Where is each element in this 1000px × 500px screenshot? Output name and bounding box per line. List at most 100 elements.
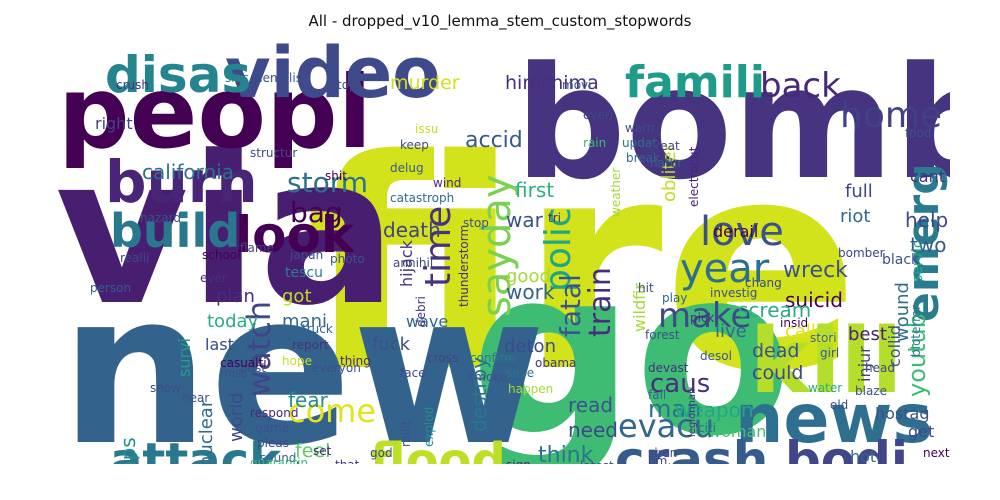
word-tri: tri bbox=[548, 211, 561, 225]
word-servic: servic bbox=[910, 240, 926, 282]
word-train: train bbox=[583, 267, 618, 337]
word-old: old bbox=[830, 398, 848, 412]
word-hijack: hijack bbox=[397, 239, 416, 287]
word-last: last bbox=[205, 335, 234, 354]
word-thing: thing bbox=[340, 354, 371, 368]
word-get: get bbox=[908, 422, 934, 441]
word-truck: truck bbox=[302, 322, 333, 336]
word-weapon: weapon bbox=[675, 398, 754, 422]
word-survi: survi bbox=[175, 338, 194, 377]
word-bomb: bomb bbox=[515, 37, 950, 214]
word-japan: japan bbox=[289, 248, 323, 262]
word-post: post bbox=[240, 361, 266, 375]
word-school: school bbox=[202, 248, 240, 262]
word-pleas: pleas bbox=[257, 436, 289, 450]
word-sinc: sinc bbox=[225, 71, 249, 85]
word-investig: investig bbox=[710, 286, 757, 300]
word-respond: respond bbox=[250, 406, 299, 420]
word-murder: murder bbox=[390, 72, 460, 94]
word-black: black bbox=[882, 252, 920, 268]
word-quarantin: quarantin bbox=[250, 456, 308, 464]
word-wildfir: wildfir bbox=[630, 283, 649, 332]
word-girl: girl bbox=[820, 346, 839, 360]
word-legionnair: legionnair bbox=[687, 386, 698, 437]
word-come: come bbox=[288, 392, 376, 430]
word-got: got bbox=[282, 286, 312, 307]
word-confirm: confirm bbox=[470, 351, 516, 365]
word-dead: dead bbox=[752, 340, 799, 362]
word-keep: keep bbox=[400, 138, 429, 152]
word-wound: wound bbox=[892, 282, 913, 342]
word-death: death bbox=[383, 218, 441, 242]
word-hazard: hazard bbox=[140, 211, 181, 225]
word-burn: burn bbox=[105, 148, 258, 216]
word-world: world bbox=[226, 392, 247, 442]
word-suicid: suicid bbox=[785, 288, 843, 312]
word-woman: woman bbox=[708, 422, 766, 441]
word-cross: cross bbox=[427, 351, 458, 365]
word-everi: everi bbox=[583, 108, 613, 122]
word-releas: releas bbox=[390, 424, 426, 438]
word-stop: stop bbox=[463, 216, 489, 230]
word-mani: mani bbox=[282, 311, 327, 332]
word-debri: debri bbox=[414, 296, 428, 327]
word-full: full bbox=[845, 181, 873, 202]
word-fire: fire bbox=[305, 99, 860, 436]
word-today: today bbox=[207, 311, 259, 332]
word-casualti: casualti bbox=[220, 356, 267, 370]
word-watch: watch bbox=[240, 301, 278, 397]
word-insid: insid bbox=[780, 316, 808, 330]
word-back: back bbox=[760, 66, 841, 106]
word-sound: sound bbox=[260, 451, 296, 464]
word-shit: shit bbox=[325, 169, 347, 183]
word-bag: bag bbox=[290, 196, 343, 229]
word-make: make bbox=[658, 296, 751, 336]
word-face: face bbox=[400, 366, 426, 380]
word-drown: drown bbox=[288, 458, 350, 464]
word-right: right bbox=[95, 114, 133, 133]
word-water: water bbox=[808, 381, 842, 395]
word-northern: northern bbox=[648, 461, 700, 464]
word-collaps: collaps bbox=[116, 437, 140, 464]
word-peopl: peopl bbox=[58, 54, 372, 171]
word-good: good bbox=[506, 266, 551, 287]
word-report: report bbox=[292, 338, 329, 352]
word-love: love bbox=[700, 209, 784, 255]
word-rain: rain bbox=[583, 136, 606, 150]
word-god: god bbox=[370, 446, 393, 460]
word-natur: natur bbox=[650, 156, 682, 170]
word-call: call bbox=[785, 321, 816, 342]
word-feel: feel bbox=[295, 440, 330, 462]
word-break: break bbox=[626, 151, 660, 165]
word-build: build bbox=[110, 204, 240, 258]
word-obama: obama bbox=[535, 356, 576, 370]
word-war: war bbox=[506, 208, 544, 232]
word-milit: milit bbox=[399, 420, 413, 447]
word-updat: updat bbox=[622, 136, 657, 150]
word-think: think bbox=[538, 443, 594, 464]
word-desol: desol bbox=[700, 349, 732, 363]
word-devast: devast bbox=[648, 361, 689, 375]
word-catastroph: catastroph bbox=[390, 191, 454, 205]
word-show: show bbox=[150, 381, 181, 395]
word-destroy: destroy bbox=[467, 357, 491, 432]
word-collid: collid bbox=[885, 325, 904, 367]
word-movi: movi bbox=[562, 78, 591, 92]
word-set: set bbox=[313, 444, 332, 458]
word-disas: disas bbox=[105, 46, 251, 104]
word-attack: attack bbox=[110, 433, 282, 464]
word-evacu: evacu bbox=[618, 407, 714, 445]
word-home: home bbox=[840, 95, 942, 136]
word-thunderstorm: thunderstorm bbox=[457, 225, 471, 307]
word-two: two bbox=[910, 233, 946, 257]
word-cloud: fire go new via bomb peopl video kill news burn di… bbox=[50, 37, 950, 464]
word-structur: structur bbox=[250, 146, 297, 160]
word-fuck: fuck bbox=[372, 334, 411, 355]
word-read: read bbox=[568, 393, 613, 417]
word-kill: kill bbox=[750, 309, 902, 414]
word-cant: cant bbox=[910, 167, 945, 186]
word-riot: riot bbox=[840, 206, 870, 227]
word-hit: hit bbox=[638, 281, 654, 295]
word-go: go bbox=[470, 220, 793, 464]
